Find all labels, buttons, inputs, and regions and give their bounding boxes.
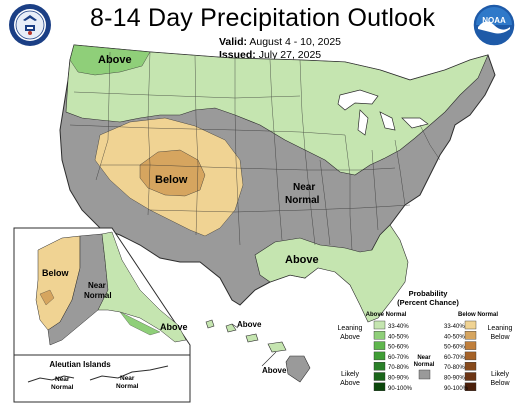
legend-above-label-0: 33-40% <box>388 324 409 330</box>
legend-below-swatch-0 <box>464 320 477 330</box>
label-ak-near-2: Normal <box>84 291 112 300</box>
label-al-near-2: Normal <box>51 384 74 391</box>
legend-below-label-4: 70-80% <box>444 365 465 371</box>
label-al-near-1: Near <box>55 376 70 383</box>
issued-value: July 27, 2025 <box>258 49 322 61</box>
label-al-near-2b: Normal <box>116 383 139 390</box>
legend-below-list: 33-40% 40-50% 50-60% 60-70% 70-80% 80-90% 90-1… <box>444 320 477 392</box>
label-above-nw: Above <box>98 54 132 66</box>
legend-near-swatch <box>418 369 431 380</box>
page-title: 8-14 Day Precipitation Outlook <box>89 4 436 32</box>
label-above-se: Above <box>285 254 319 266</box>
conus-above-southeast-region <box>254 224 409 323</box>
label-hi-above-1: Above <box>237 320 262 329</box>
legend-leaning-below-1: Leaning <box>488 325 513 332</box>
legend-above-swatch-0 <box>373 320 386 330</box>
alaska-inset: Below Near Normal Above <box>13 227 191 356</box>
legend-likely-above-2: Above <box>340 380 360 387</box>
legend-above-label-3: 60-70% <box>388 355 409 361</box>
legend-near-2: Normal <box>414 362 435 368</box>
legend-below-swatch-1 <box>464 331 477 340</box>
legend-above-swatch-3 <box>373 351 386 361</box>
legend-below-label-6: 90-100% <box>444 386 469 392</box>
legend-title-1: Probability <box>409 289 449 298</box>
legend-below-label-2: 50-60% <box>444 345 465 351</box>
legend-likely-above-1: Likely <box>341 371 359 378</box>
legend-below-header: Below Normal <box>458 312 498 318</box>
label-near-normal-1: Near <box>293 182 315 193</box>
label-below: Below <box>155 174 188 186</box>
conus-above-north-region <box>65 44 489 176</box>
noaa-logo-icon: NOAA <box>472 3 516 47</box>
legend-above-header: Above Normal <box>366 312 407 318</box>
legend-above-swatch-1 <box>373 331 386 340</box>
legend-leaning-above-2: Above <box>340 334 360 341</box>
legend-leaning-below-2: Below <box>490 334 510 341</box>
legend-below-swatch-3 <box>464 351 477 361</box>
label-near-normal-2: Normal <box>285 195 320 206</box>
legend-below-label-5: 80-90% <box>444 376 465 382</box>
legend-below-label-0: 33-40% <box>444 324 465 330</box>
legend-below-swatch-5 <box>464 372 477 381</box>
conus-below-core-region <box>139 149 206 197</box>
legend-above-list: 33-40% 40-50% 50-60% 60-70% 70-80% 80-90% 90-1… <box>373 320 413 392</box>
legend-likely-below-2: Below <box>490 380 510 387</box>
label-ak-near-1: Near <box>88 281 106 290</box>
alaska-above-region <box>97 231 187 343</box>
valid-value: August 4 - 10, 2025 <box>249 36 342 48</box>
legend-above-label-5: 80-90% <box>388 376 409 382</box>
legend-above-swatch-6 <box>373 382 386 391</box>
legend-below-swatch-6 <box>464 382 477 391</box>
commerce-seal-icon <box>9 4 51 46</box>
legend-above-label-2: 50-60% <box>388 345 409 351</box>
legend-below-swatch-4 <box>464 362 477 371</box>
valid-label: Valid: <box>219 36 248 48</box>
great-lakes <box>337 89 429 136</box>
legend-above-swatch-4 <box>373 362 386 371</box>
legend-title-2: (Percent Chance) <box>397 298 459 307</box>
label-hi-above-2: Above <box>262 366 287 375</box>
legend-above-label-1: 40-50% <box>388 334 409 340</box>
valid-dates: Valid: August 4 - 10, 2025 <box>219 36 341 48</box>
label-ak-above: Above <box>160 322 188 332</box>
legend-above-label-4: 70-80% <box>388 365 409 371</box>
aleutian-inset: Aleutian Islands Near Normal Near Normal <box>13 354 191 403</box>
legend-leaning-above-1: Leaning <box>338 325 363 332</box>
legend-near-1: Near <box>417 355 431 361</box>
legend-below-label-1: 40-50% <box>444 334 465 340</box>
legend-above-label-6: 90-100% <box>388 386 413 392</box>
legend-below-swatch-2 <box>464 341 477 350</box>
state-boundaries <box>69 51 441 251</box>
label-aleutian-title: Aleutian Islands <box>49 360 111 369</box>
legend-likely-below-1: Likely <box>491 371 509 378</box>
noaa-logo-text: NOAA <box>482 16 506 25</box>
legend-below-label-3: 60-70% <box>444 355 465 361</box>
label-al-near-1b: Near <box>120 375 135 382</box>
legend-above-swatch-5 <box>373 372 386 381</box>
legend-above-swatch-2 <box>373 341 386 350</box>
alaska-below-dark <box>39 289 55 306</box>
hawaii-inset: Above Above <box>205 319 311 383</box>
label-ak-below: Below <box>42 268 70 278</box>
